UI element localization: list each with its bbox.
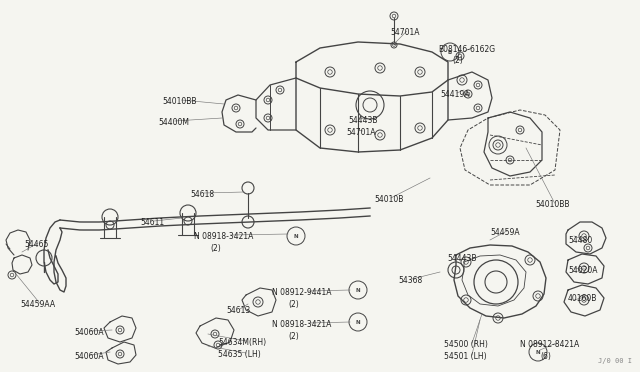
Text: 54010BB: 54010BB [162, 97, 196, 106]
Text: 54465: 54465 [24, 240, 49, 249]
Text: 54020A: 54020A [568, 266, 598, 275]
Text: N 08912-8421A: N 08912-8421A [520, 340, 579, 349]
Text: N: N [356, 288, 360, 292]
Text: 54613: 54613 [226, 306, 250, 315]
Text: 54010B: 54010B [374, 195, 403, 204]
Text: (2): (2) [452, 56, 463, 65]
Text: 54060A: 54060A [74, 328, 104, 337]
Text: 54501 (LH): 54501 (LH) [444, 352, 486, 361]
Text: 54500 (RH): 54500 (RH) [444, 340, 488, 349]
Text: 54634M(RH): 54634M(RH) [218, 338, 266, 347]
Text: 54419A: 54419A [440, 90, 470, 99]
Text: (2): (2) [288, 332, 299, 341]
Text: 54701A: 54701A [390, 28, 419, 37]
Text: N 08918-3421A: N 08918-3421A [272, 320, 332, 329]
Text: (2): (2) [288, 300, 299, 309]
Text: 54618: 54618 [190, 190, 214, 199]
Text: 54611: 54611 [140, 218, 164, 227]
Text: N: N [294, 234, 298, 238]
Text: 54459AA: 54459AA [20, 300, 55, 309]
Text: J/0 00 I: J/0 00 I [598, 358, 632, 364]
Text: 54443B: 54443B [348, 116, 378, 125]
Text: 54635 (LH): 54635 (LH) [218, 350, 260, 359]
Text: B08146-6162G: B08146-6162G [438, 45, 495, 54]
Text: (6): (6) [540, 352, 551, 361]
Text: B: B [448, 49, 452, 55]
Text: 54459A: 54459A [490, 228, 520, 237]
Text: 54060A: 54060A [74, 352, 104, 361]
Text: 54480: 54480 [568, 236, 592, 245]
Text: 54443B: 54443B [447, 254, 477, 263]
Text: 54368: 54368 [398, 276, 422, 285]
Text: N 08912-9441A: N 08912-9441A [272, 288, 332, 297]
Text: N 08918-3421A: N 08918-3421A [194, 232, 253, 241]
Text: 54701A: 54701A [346, 128, 376, 137]
Text: N: N [356, 320, 360, 324]
Text: 54400M: 54400M [158, 118, 189, 127]
Text: 54010BB: 54010BB [535, 200, 570, 209]
Text: (2): (2) [210, 244, 221, 253]
Text: 40160B: 40160B [568, 294, 597, 303]
Text: N: N [536, 350, 540, 355]
